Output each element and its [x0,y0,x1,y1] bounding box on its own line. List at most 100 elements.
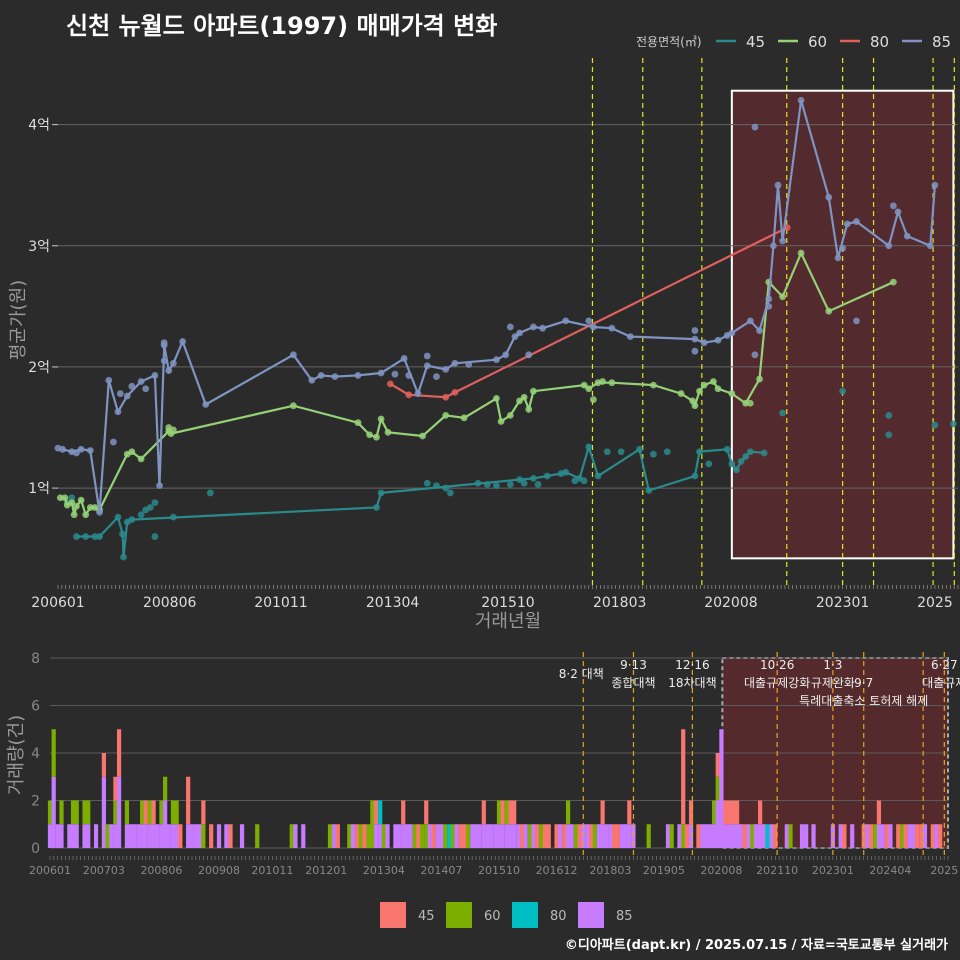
volume-bar-45 [715,753,720,777]
volume-bar-45 [938,824,943,848]
volume-bar-85 [865,824,870,848]
data-point-45 [728,460,736,468]
policy-annotation: 대출규제강화 [744,676,810,690]
bar-legend-label-60: 60 [484,909,501,924]
volume-bar-60 [424,824,429,848]
data-point-85 [714,336,722,344]
data-point-45 [423,479,431,487]
volume-bar-85 [888,824,893,848]
volume-bar-60 [715,776,720,801]
data-point-45 [146,504,154,511]
volume-bar-45 [101,753,106,777]
bar-y-tick-label: 6 [31,699,40,715]
data-point-45 [839,387,847,395]
data-point-60 [825,307,833,315]
bar-legend-swatch-85 [578,902,604,928]
policy-annotation: 8·2 대책 [559,666,604,681]
bar-legend-label-45: 45 [418,909,435,924]
volume-bar-45 [615,824,620,848]
data-point-60 [746,399,754,407]
bar-x-tick-label: 201803 [589,864,631,877]
volume-bar-45 [896,824,901,848]
bar-y-axis-label: 거래량(건) [6,715,27,795]
data-point-85 [400,355,408,362]
data-point-60 [506,411,514,419]
volume-bar-85 [600,824,605,848]
bar-x-tick-label: 200806 [140,864,182,877]
volume-bar-45 [113,776,118,801]
data-point-85 [608,324,616,332]
volume-bar-85 [569,824,574,848]
volume-bar-85 [911,824,916,848]
volume-bar-85 [723,824,728,848]
data-point-85 [160,357,168,365]
data-point-45 [206,489,214,497]
data-point-85 [169,359,177,367]
legend-label-85: 85 [932,33,951,51]
data-point-85 [889,202,897,210]
volume-bar-85 [688,824,694,848]
volume-bar-85 [239,824,245,848]
volume-bar-85 [799,824,805,848]
x-tick-label: 202301 [816,595,869,611]
bar-x-tick-label: 201905 [643,864,685,877]
volume-bar-60 [443,824,448,848]
volume-bar-45 [373,800,379,825]
volume-bar-45 [500,800,505,825]
policy-annotation: 6·27 [931,658,958,672]
data-point-45 [571,477,579,485]
data-point-85 [511,333,519,341]
series-line-85 [62,100,936,513]
data-point-45 [114,513,122,521]
data-point-45 [96,533,103,540]
data-point-85 [465,361,473,368]
data-point-85 [746,317,754,325]
volume-bar-45 [431,824,436,848]
volume-bar-60 [366,824,371,848]
volume-bar-85 [876,824,882,848]
volume-bar-45 [401,800,406,825]
data-point-45 [433,482,440,490]
volume-bar-60 [419,824,425,848]
data-point-60 [691,402,699,410]
volume-bar-85 [477,824,482,848]
volume-bar-85 [504,824,509,848]
volume-bar-85 [47,824,53,848]
data-point-85 [105,376,113,384]
volume-bar-85 [197,824,202,848]
volume-bar-45 [424,800,429,825]
data-point-85 [506,323,514,331]
legend-label-45: 45 [746,33,765,51]
volume-bar-60 [147,800,153,825]
volume-bar-85 [758,824,763,848]
data-point-85 [96,508,103,516]
data-point-60 [700,381,708,389]
data-point-45 [169,513,177,521]
volume-bar-45 [209,824,214,848]
volume-bar-60 [899,824,905,848]
volume-bar-45 [151,800,156,825]
volume-bar-60 [113,800,118,825]
volume-bar-85 [401,824,406,848]
policy-annotation: 규제완화 [811,676,855,690]
data-point-60 [366,431,373,439]
data-point-85 [202,401,210,408]
legend-label-60: 60 [808,33,827,51]
data-point-60 [516,397,523,405]
data-point-45 [73,533,80,540]
x-tick-label: 201304 [366,595,420,611]
data-point-60 [442,411,450,419]
volume-bar-85 [70,824,76,848]
data-point-85 [516,329,523,337]
data-point-60 [580,381,588,389]
data-point-85 [751,351,759,359]
volume-bar-45 [554,824,559,848]
data-point-85 [765,302,773,310]
data-point-60 [714,385,722,393]
volume-bar-85 [734,824,740,848]
volume-bar-60 [327,824,333,848]
x-tick-label: 200601 [31,595,84,611]
data-point-45 [516,476,523,483]
data-point-60 [709,378,717,385]
